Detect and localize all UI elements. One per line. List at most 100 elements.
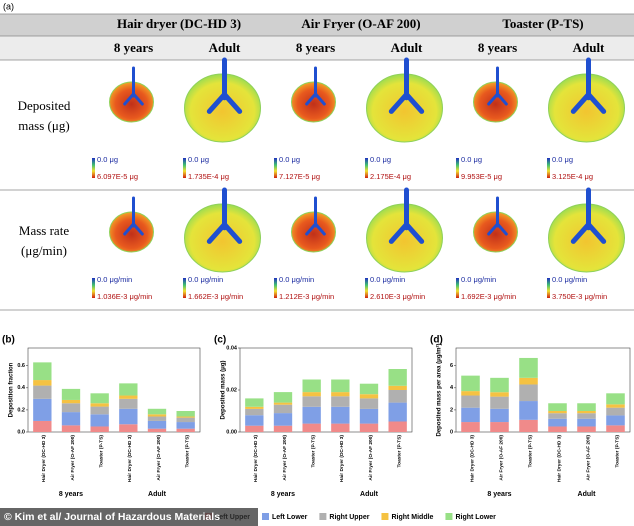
y-tick-label: 2 [450, 407, 453, 413]
legend-label: Left Lower [272, 514, 308, 521]
lung-image [109, 81, 154, 123]
x-tick-label: Toaster (P-TS) [184, 435, 190, 468]
trachea [487, 66, 508, 106]
bar-segment [577, 426, 596, 432]
panel-label: (a) [3, 1, 14, 11]
bar-segment [273, 402, 293, 405]
group-label: 8 years [59, 491, 83, 498]
lung-image [473, 211, 518, 253]
bar-segment [245, 398, 264, 407]
watermark: © Kim et al/ Journal of Hazardous Materi… [4, 511, 220, 523]
bar-segment [273, 404, 293, 414]
y-tick-label: 0.0 [17, 429, 25, 435]
scale-max: 1.735E-4 μg [188, 172, 229, 181]
bar-segment [61, 399, 81, 404]
bar-segment [359, 394, 379, 399]
legend-label: Right Lower [455, 514, 496, 521]
age-header: Adult [391, 40, 423, 55]
bar-segment [331, 423, 350, 432]
legend-swatch [262, 513, 269, 520]
bar-segment [461, 395, 480, 408]
device-header: Toaster (P-TS) [502, 16, 583, 31]
plot-area [239, 347, 413, 433]
row-label: (μg/min) [21, 243, 67, 258]
bar-segment [331, 396, 350, 407]
bar-segment [388, 369, 407, 386]
bar-segment [119, 424, 138, 432]
scale-min: 0.0 μg [97, 155, 118, 164]
group-label: 8 years [487, 491, 511, 498]
bar-segment [359, 383, 379, 395]
bar-segment [119, 383, 138, 396]
bar-segment [302, 379, 321, 393]
scale-min: 0.0 μg [370, 155, 391, 164]
group-label: Adult [360, 491, 379, 498]
bar-segment [273, 413, 293, 426]
bar-segment [90, 403, 109, 407]
trachea [570, 57, 607, 114]
x-tick-label: Toaster (P-TS) [614, 435, 620, 468]
y-tick-label: 0.00 [226, 429, 237, 435]
age-header: 8 years [296, 40, 335, 55]
bar-segment [490, 408, 509, 423]
scale-max: 2.610E-3 μg/min [370, 292, 425, 301]
device-header: Hair dryer (DC-HD 3) [117, 16, 241, 31]
header-bg [0, 14, 634, 36]
bar-segment [61, 403, 81, 413]
color-bar [183, 278, 186, 298]
bar-segment [548, 413, 567, 419]
group-label: Adult [148, 491, 167, 498]
bar-segment [176, 428, 195, 432]
scale-min: 0.0 μg/min [552, 275, 587, 284]
trachea [388, 187, 425, 244]
bar-segment [302, 396, 321, 407]
scale-max: 1.212E-3 μg/min [279, 292, 334, 301]
x-tick-label: Hair Dryer (DC-HD 3) [253, 435, 259, 483]
bar-segment [606, 407, 625, 416]
trachea [206, 57, 243, 114]
color-bar [547, 278, 550, 298]
y-tick-label: 0.6 [17, 363, 25, 369]
bar-segment [461, 407, 480, 423]
legend-swatch [319, 513, 327, 520]
bar-segment [147, 408, 167, 415]
bar-segment [359, 423, 379, 432]
scale-max: 3.125E-4 μg [552, 172, 593, 181]
lung-image [291, 81, 336, 123]
plot-area [455, 347, 631, 433]
plot-area [27, 347, 201, 433]
trachea [206, 187, 243, 244]
x-tick-label: Hair Dryer (DC-HD 3) [469, 435, 475, 483]
bar-segment [61, 388, 81, 400]
trachea [305, 66, 326, 106]
color-bar [274, 278, 277, 298]
bar-segment [461, 391, 480, 396]
bar-segment [461, 375, 480, 392]
bar-segment [548, 418, 567, 427]
bar-segment [119, 395, 138, 399]
y-tick-label: 0.2 [17, 407, 25, 413]
color-bar [365, 278, 368, 298]
bar-segment [33, 380, 52, 386]
scale-max: 1.662E-3 μg/min [188, 292, 243, 301]
bar-segment [33, 385, 52, 399]
bar-segment [119, 398, 138, 409]
y-tick-label: 0 [450, 429, 453, 435]
bar-segment [273, 392, 293, 403]
scale-min: 0.0 μg/min [461, 275, 496, 284]
x-tick-label: Toaster (P-TS) [310, 435, 316, 468]
bar-segment [331, 392, 350, 397]
x-tick-label: Toaster (P-TS) [527, 435, 533, 468]
bar-segment [490, 396, 509, 409]
trachea [388, 57, 425, 114]
bar-segment [606, 415, 625, 426]
bar-segment [388, 402, 407, 422]
color-bar [365, 158, 368, 178]
age-header: 8 years [114, 40, 153, 55]
bar-segment [273, 425, 293, 432]
bar-segment [61, 412, 81, 426]
y-tick-label: 0.02 [226, 387, 237, 393]
bar-segment [245, 425, 264, 432]
scale-max: 7.127E-5 μg [279, 172, 320, 181]
bar-segment [490, 422, 509, 432]
